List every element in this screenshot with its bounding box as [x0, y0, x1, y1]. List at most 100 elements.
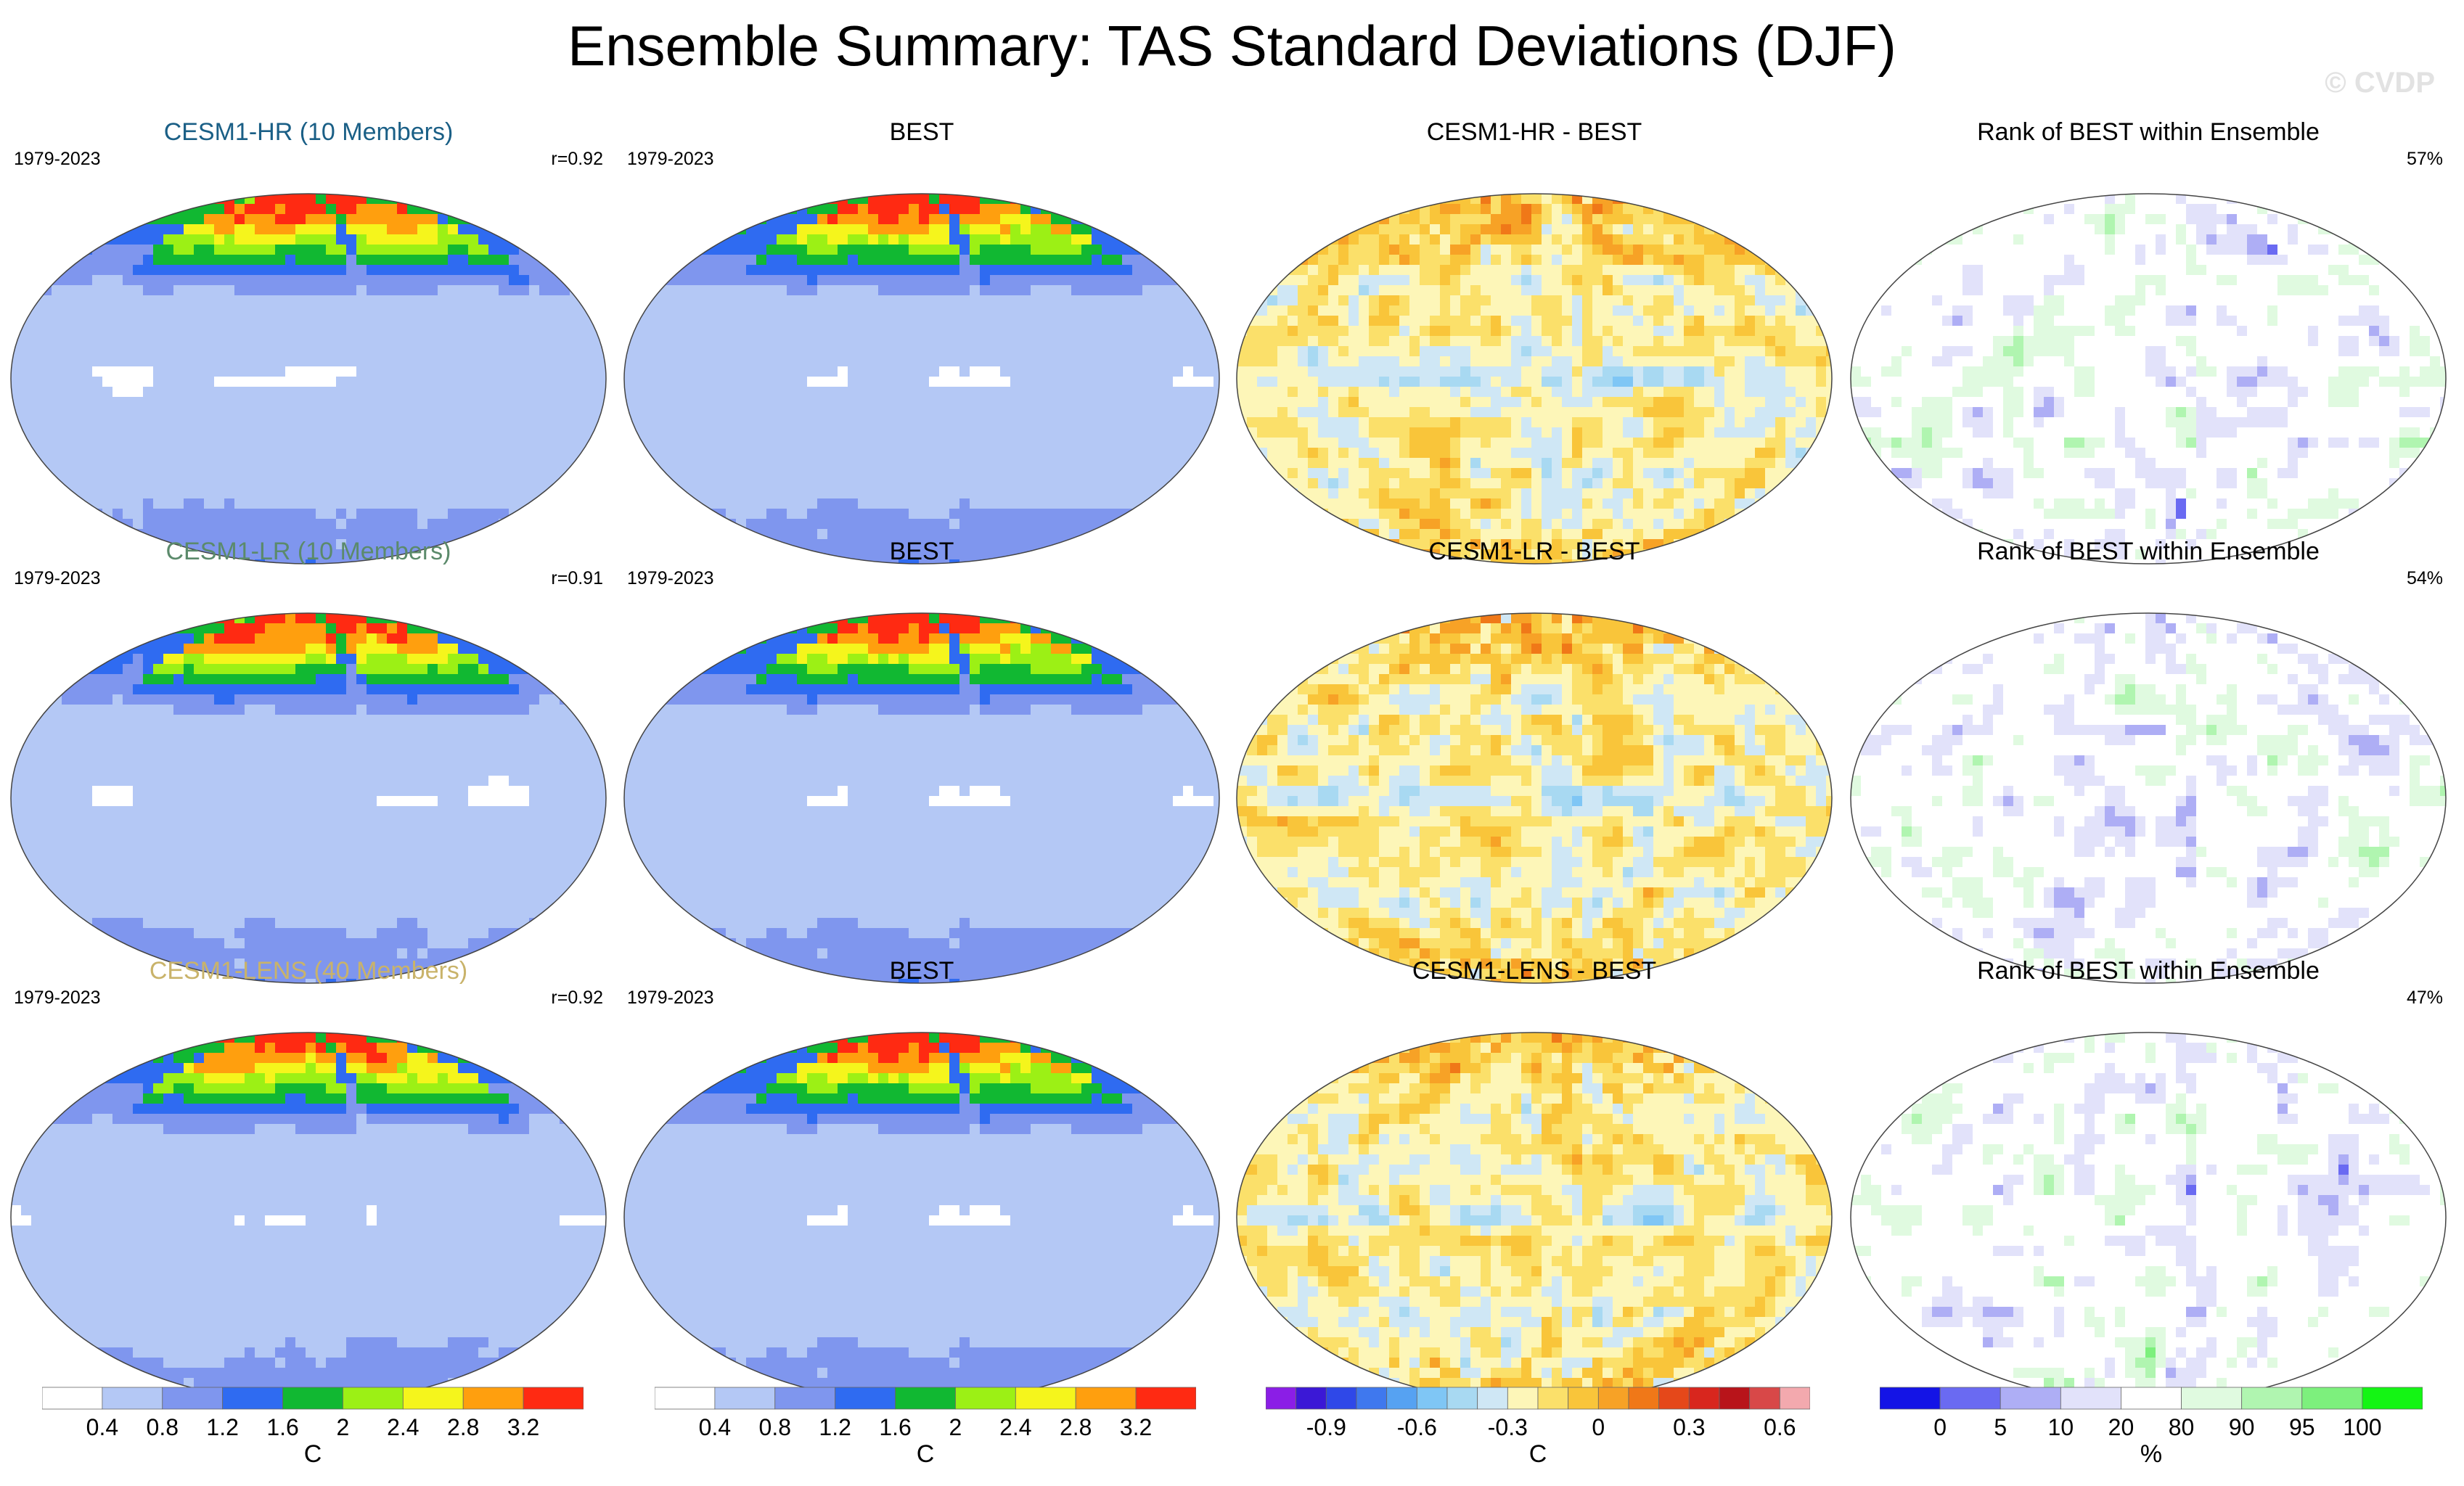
stat-label: r=0.92: [551, 987, 603, 1009]
colorbar-swatch: [835, 1387, 896, 1410]
rank-colorbar: 0 5 10 20 80 90 95 100%: [1880, 1386, 2423, 1468]
map-border: [1236, 193, 1833, 565]
colorbar-tick-label: 3.2: [1120, 1414, 1152, 1440]
colorbar-swatch: [102, 1387, 163, 1410]
colorbar-swatch: [1446, 1387, 1478, 1410]
colorbar-swatch: [1880, 1387, 1941, 1410]
colorbar-tick-label: 0.6: [1764, 1414, 1796, 1440]
colorbar-swatch: [1386, 1387, 1417, 1410]
colorbar-tick-label: 20: [2108, 1414, 2134, 1440]
colorbar-swatch: [2121, 1387, 2182, 1410]
colorbar-swatch: [1356, 1387, 1388, 1410]
map-panel: Rank of BEST within Ensemble 47%: [1843, 956, 2453, 1413]
cvdp-watermark: © CVDP: [2325, 67, 2435, 99]
colorbar-tick-label: 0: [1933, 1414, 1947, 1440]
map-plot: [1850, 612, 2447, 984]
colorbar-swatch: [774, 1387, 836, 1410]
colorbar-unit: C: [655, 1440, 1196, 1469]
colorbar-swatch: [2060, 1387, 2121, 1410]
period-label: 1979-2023: [627, 987, 714, 1009]
panel-title: Rank of BEST within Ensemble: [1843, 537, 2453, 566]
stat-label: r=0.91: [551, 567, 603, 589]
colorbar-swatch: [2301, 1387, 2363, 1410]
map-field: [624, 613, 1219, 983]
colorbar-swatch: [402, 1387, 464, 1410]
period-label: 1979-2023: [627, 567, 714, 589]
stddev-colorbar-2: 0.4 0.8 1.2 1.6 2 2.4 2.8 3.2 C: [655, 1386, 1196, 1469]
colorbar-tick-label: 10: [2048, 1414, 2074, 1440]
colorbar-swatch: [2181, 1387, 2243, 1410]
map-plot: [1236, 193, 1833, 565]
colorbar-tick-label: 5: [1994, 1414, 2007, 1440]
colorbar-swatch: [1688, 1387, 1720, 1410]
colorbar-swatch: [1135, 1387, 1196, 1410]
panel-title: CESM1-LENS (40 Members): [4, 956, 613, 985]
panel-title: BEST: [617, 956, 1227, 985]
map-field: [1851, 613, 2446, 983]
map-plot: [1850, 193, 2447, 565]
map-plot: [1850, 1032, 2447, 1403]
map-plot: [10, 193, 607, 565]
map-panel: CESM1-LENS - BEST: [1229, 956, 1839, 1413]
colorbar-tick-label: 2.4: [999, 1414, 1031, 1440]
colorbar-tick-label: 2.4: [387, 1414, 419, 1440]
colorbar-tick-label: 2: [949, 1414, 962, 1440]
colorbar-tick-label: 100: [2343, 1414, 2381, 1440]
colorbar-tick-label: -0.6: [1397, 1414, 1437, 1440]
diff-colorbar: -0.9-0.6-0.300.30.60.9C: [1266, 1386, 1810, 1469]
colorbar-tick-label: 1.6: [266, 1414, 298, 1440]
map-panel: CESM1-HR (10 Members) 1979-2023 r=0.92: [4, 118, 613, 575]
map-border: [623, 193, 1220, 565]
map-field: [11, 194, 606, 564]
colorbar-swatch: [1075, 1387, 1137, 1410]
panel-title: BEST: [617, 118, 1227, 147]
map-field: [624, 194, 1219, 564]
colorbar-swatch: [2241, 1387, 2303, 1410]
colorbar-swatch: [1507, 1387, 1539, 1410]
map-border: [10, 193, 607, 565]
map-field: [11, 1033, 606, 1403]
map-field: [1851, 194, 2446, 564]
colorbar-swatch: [42, 1387, 103, 1410]
colorbar-swatch: [1325, 1387, 1357, 1410]
colorbar-swatch: [714, 1387, 776, 1410]
colorbar-tick-label: 1.2: [819, 1414, 851, 1440]
colorbar-unit: C: [42, 1440, 584, 1469]
colorbar-tick-label: 0.4: [86, 1414, 118, 1440]
colorbar-swatch: [222, 1387, 283, 1410]
map-field: [1237, 1033, 1832, 1403]
map-panel: BEST 1979-2023: [617, 956, 1227, 1413]
colorbar-swatch: [343, 1387, 404, 1410]
map-panel: BEST 1979-2023: [617, 118, 1227, 575]
colorbar-unit: C: [1266, 1440, 1810, 1469]
colorbar-swatch: [955, 1387, 1016, 1410]
colorbar-swatch: [1939, 1387, 2001, 1410]
panel-title: CESM1-HR (10 Members): [4, 118, 613, 147]
panel-title: Rank of BEST within Ensemble: [1843, 118, 2453, 147]
map-plot: [623, 193, 1220, 565]
period-label: 1979-2023: [14, 567, 101, 589]
panel-title: CESM1-LENS - BEST: [1229, 956, 1839, 985]
colorbar-tick-label: 0.8: [759, 1414, 791, 1440]
period-label: 1979-2023: [627, 148, 714, 170]
colorbar-swatch: [1658, 1387, 1690, 1410]
map-field: [1237, 194, 1832, 564]
colorbar-tick-label: 0.3: [1673, 1414, 1705, 1440]
stat-label: 47%: [2407, 987, 2443, 1009]
colorbar-swatch: [1015, 1387, 1076, 1410]
colorbar-swatch: [1568, 1387, 1599, 1410]
map-border: [10, 612, 607, 984]
colorbar-tick-label: 3.2: [507, 1414, 539, 1440]
map-field: [1237, 613, 1832, 983]
colorbar-swatch: [523, 1387, 584, 1410]
map-field: [1851, 1033, 2446, 1403]
colorbar-swatch: [1477, 1387, 1508, 1410]
colorbar-tick-label: 95: [2289, 1414, 2315, 1440]
colorbar-swatch: [1537, 1387, 1569, 1410]
colorbar-tick-label: 80: [2169, 1414, 2195, 1440]
colorbar-swatch: [1719, 1387, 1751, 1410]
map-plot: [1236, 1032, 1833, 1403]
colorbar-tick-label: 2.8: [447, 1414, 479, 1440]
stat-label: r=0.92: [551, 148, 603, 170]
colorbar-tick-label: 2: [337, 1414, 350, 1440]
